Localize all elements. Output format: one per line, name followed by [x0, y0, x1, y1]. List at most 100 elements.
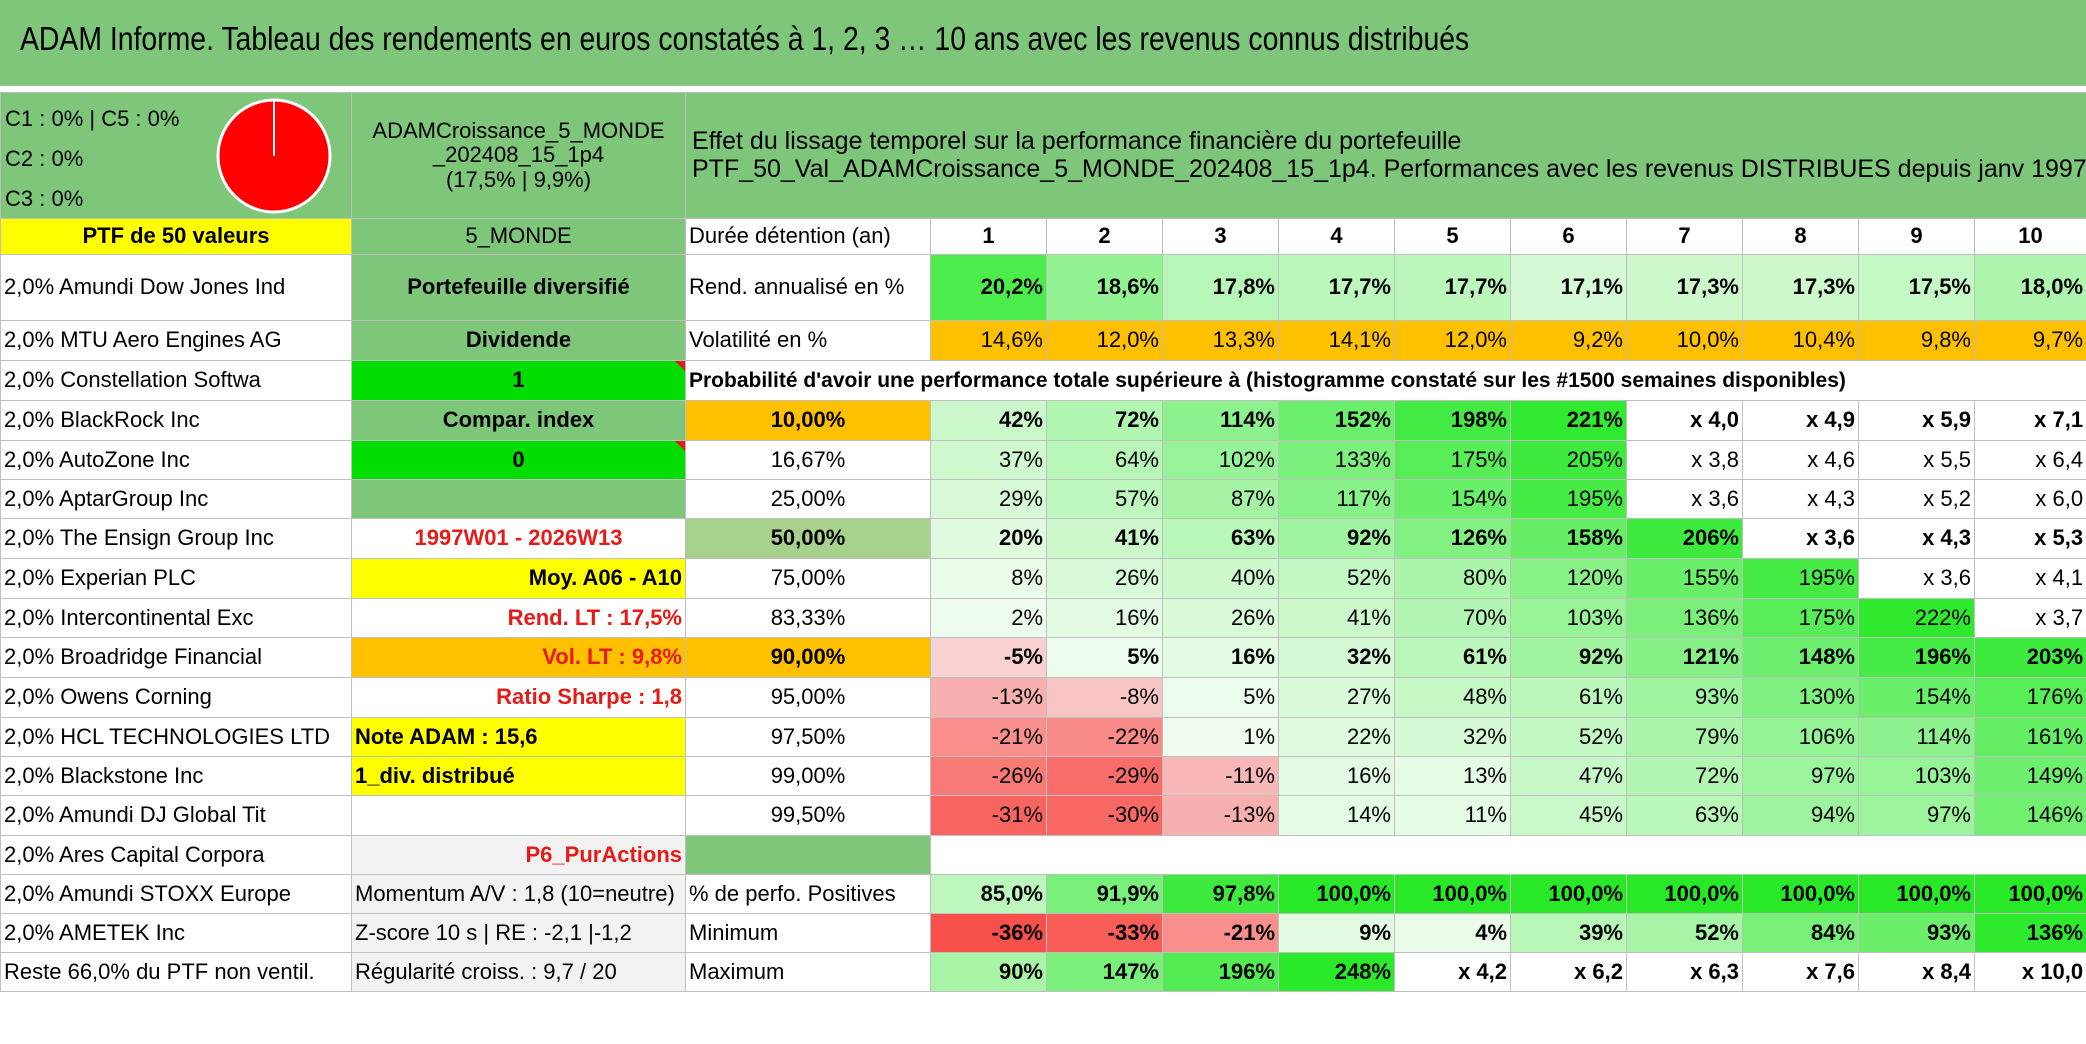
- holding-name: 2,0% AptarGroup Inc: [0, 479, 352, 519]
- table-row: 2,0% Experian PLC Moy. A06 - A10 75,00% 8% 2…: [0, 558, 2086, 599]
- vol-value: 14,6%: [930, 320, 1047, 361]
- year-header: 1: [930, 218, 1047, 255]
- year-header: 4: [1278, 218, 1395, 255]
- report-title: ADAM Informe. Tableau des rendements en …: [20, 20, 1470, 57]
- probability-value: x 5,9: [1858, 400, 1975, 441]
- table-row: 2,0% Owens Corning Ratio Sharpe : 1,8 95,0…: [0, 677, 2086, 718]
- side-info-cell: 1997W01 - 2026W13: [351, 518, 686, 559]
- holding-name: 2,0% The Ensign Group Inc: [0, 518, 352, 559]
- probability-threshold: 10,00%: [685, 400, 931, 441]
- probability-value: 27%: [1278, 677, 1395, 718]
- probability-value: -13%: [930, 677, 1047, 718]
- vol-value: 14,1%: [1278, 320, 1395, 361]
- year-header: 6: [1510, 218, 1627, 255]
- fund-name-line: _202408_15_1p4: [432, 142, 605, 168]
- minimum-value: -21%: [1162, 913, 1279, 953]
- probability-value: 97%: [1858, 795, 1975, 836]
- probability-value: 222%: [1858, 598, 1975, 638]
- minimum-value: 93%: [1858, 913, 1975, 953]
- probability-value: 29%: [930, 479, 1047, 519]
- table-row: 2,0% BlackRock Inc Compar. index 10,00% 42%…: [0, 400, 2086, 441]
- probability-threshold: 75,00%: [685, 558, 931, 599]
- probability-value: x 5,5: [1858, 440, 1975, 480]
- table-row: 2,0% Blackstone Inc 1_div. distribué 99,00…: [0, 756, 2086, 796]
- probability-value: 152%: [1278, 400, 1395, 441]
- effect-line: PTF_50_Val_ADAMCroissance_5_MONDE_202408…: [692, 154, 2086, 183]
- maximum-value: x 4,2: [1394, 952, 1511, 992]
- empty-cell: [685, 835, 931, 875]
- probability-value: 130%: [1742, 677, 1859, 718]
- zone-label: 5_MONDE: [351, 218, 686, 255]
- separator-gap: [0, 86, 2086, 92]
- maximum-value: 196%: [1162, 952, 1279, 992]
- positives-value: 100,0%: [1278, 874, 1395, 914]
- holding-name: 2,0% Experian PLC: [0, 558, 352, 599]
- table-row: Reste 66,0% du PTF non ventil. Régularité…: [0, 952, 2086, 992]
- probability-value: 11%: [1394, 795, 1511, 836]
- effect-line: Effet du lissage temporel sur la perform…: [692, 127, 1462, 155]
- minimum-value: 4%: [1394, 913, 1511, 953]
- probability-value: 48%: [1394, 677, 1511, 718]
- positives-value: 97,8%: [1162, 874, 1279, 914]
- table-row: 2,0% Amundi STOXX Europe Momentum A/V : 1…: [0, 874, 2086, 914]
- probability-threshold: 99,50%: [685, 795, 931, 836]
- probability-value: x 3,6: [1858, 558, 1975, 599]
- probability-value: x 6,4: [1973, 440, 2086, 480]
- report-banner: ADAM Informe. Tableau des rendements en …: [0, 0, 2086, 86]
- probability-value: 41%: [1278, 598, 1395, 638]
- ptf-label: PTF de 50 valeurs: [0, 218, 352, 255]
- table-row: 2,0% Amundi Dow Jones Ind Portefeuille di…: [0, 254, 2086, 321]
- probability-value: 42%: [930, 400, 1047, 441]
- probability-value: 196%: [1858, 637, 1975, 678]
- probability-value: 92%: [1278, 518, 1395, 559]
- rend-value: 17,3%: [1626, 254, 1743, 321]
- probability-value: 2%: [930, 598, 1047, 638]
- holding-name: 2,0% Amundi Dow Jones Ind: [0, 254, 352, 321]
- probability-value: -31%: [930, 795, 1047, 836]
- probability-value: 52%: [1278, 558, 1395, 599]
- probability-value: 92%: [1510, 637, 1627, 678]
- probability-value: 175%: [1742, 598, 1859, 638]
- probability-value: 63%: [1626, 795, 1743, 836]
- holding-name: 2,0% Blackstone Inc: [0, 756, 352, 796]
- maximum-value: 147%: [1046, 952, 1163, 992]
- probability-value: 154%: [1394, 479, 1511, 519]
- probability-value: 63%: [1162, 518, 1279, 559]
- side-info-cell: Momentum A/V : 1,8 (10=neutre): [351, 874, 686, 914]
- rend-value: 17,8%: [1162, 254, 1279, 321]
- probability-value: 97%: [1742, 756, 1859, 796]
- probability-value: 117%: [1278, 479, 1395, 519]
- vol-value: 9,7%: [1973, 320, 2086, 361]
- rend-value: 17,3%: [1742, 254, 1859, 321]
- probability-value: -21%: [930, 717, 1047, 757]
- positives-value: 100,0%: [1858, 874, 1975, 914]
- holding-name: 2,0% Owens Corning: [0, 677, 352, 718]
- probability-value: 14%: [1278, 795, 1395, 836]
- probability-value: x 4,9: [1742, 400, 1859, 441]
- probability-value: 5%: [1162, 677, 1279, 718]
- minimum-value: 9%: [1278, 913, 1395, 953]
- rend-value: 17,1%: [1510, 254, 1627, 321]
- vol-label: Volatilité en %: [685, 320, 931, 361]
- composition-line: C3 : 0%: [5, 186, 84, 211]
- probability-value: -11%: [1162, 756, 1279, 796]
- probability-value: 106%: [1742, 717, 1859, 757]
- probability-value: x 5,2: [1858, 479, 1975, 519]
- vol-value: 10,4%: [1742, 320, 1859, 361]
- holding-name: 2,0% AutoZone Inc: [0, 440, 352, 480]
- table-row: 2,0% HCL TECHNOLOGIES LTD Note ADAM : 15,…: [0, 717, 2086, 757]
- side-info-cell: Moy. A06 - A10: [351, 558, 686, 599]
- side-info-cell: P6_PurActions: [351, 835, 686, 875]
- positives-value: 85,0%: [930, 874, 1047, 914]
- probability-value: 149%: [1973, 756, 2086, 796]
- year-header: 2: [1046, 218, 1163, 255]
- minimum-value: 84%: [1742, 913, 1859, 953]
- probability-threshold: 25,00%: [685, 479, 931, 519]
- probability-value: 154%: [1858, 677, 1975, 718]
- year-header: 9: [1858, 218, 1975, 255]
- side-info-cell: Régularité croiss. : 9,7 / 20: [351, 952, 686, 992]
- composition-box: C1 : 0% | C5 : 0%C2 : 0%C3 : 0%C4 : 100%: [0, 92, 352, 219]
- minimum-value: -33%: [1046, 913, 1163, 953]
- probability-value: x 4,3: [1742, 479, 1859, 519]
